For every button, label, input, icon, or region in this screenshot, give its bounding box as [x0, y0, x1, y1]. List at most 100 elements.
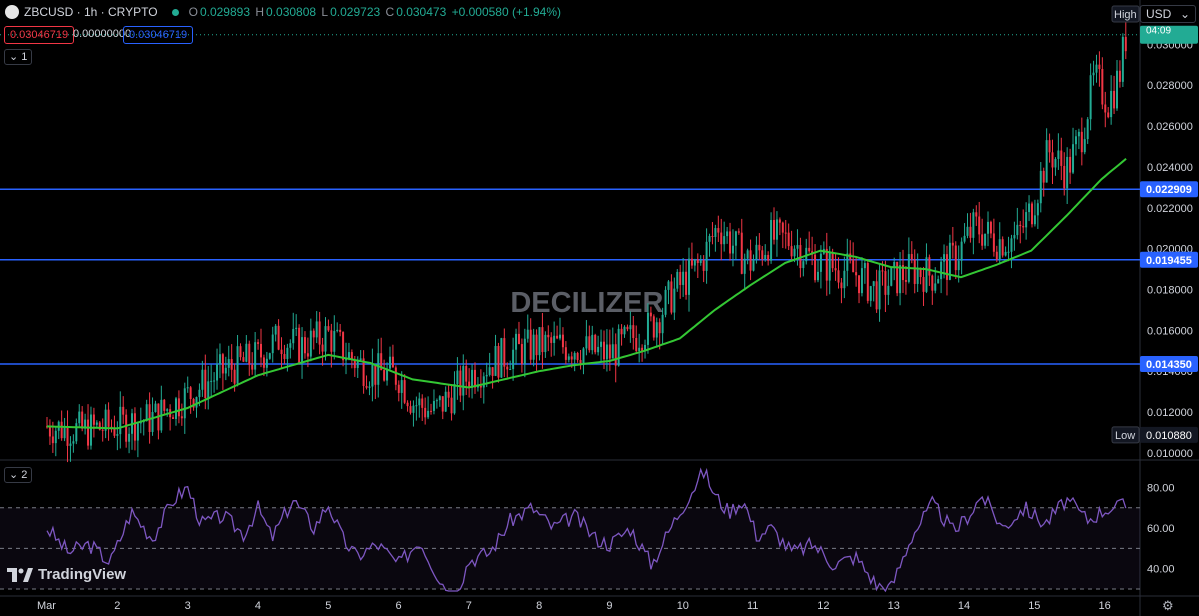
candle-body — [978, 216, 981, 235]
candle-body — [1042, 170, 1045, 183]
candle-body — [740, 232, 743, 274]
rsi-pane-toggle[interactable]: ⌄ 2 — [4, 467, 33, 483]
candle-body — [913, 259, 916, 284]
candle-body — [107, 409, 110, 427]
candle-body — [430, 410, 433, 412]
currency-selector[interactable]: USD ⌄ — [1140, 5, 1196, 23]
candle-body — [315, 321, 318, 338]
candle-body — [943, 254, 946, 262]
symbol-label[interactable]: ZBCUSD · 1h · CRYPTO — [24, 5, 158, 19]
candle-body — [136, 423, 139, 441]
candle-body — [855, 272, 858, 276]
candle-body — [298, 327, 301, 363]
candle-body — [670, 281, 673, 313]
chevron-down-icon: ⌄ — [1179, 7, 1190, 21]
candle-body — [359, 358, 362, 360]
candle-body — [992, 233, 995, 252]
candle-body — [840, 282, 843, 289]
candle-body — [494, 345, 497, 376]
candle-body — [948, 242, 951, 280]
candle-body — [520, 344, 523, 365]
candle-body — [116, 434, 119, 436]
candle-body — [1116, 70, 1119, 109]
candle-body — [177, 398, 180, 417]
candle-body — [330, 330, 333, 352]
candle-body — [717, 228, 720, 233]
chevron-down-icon: ⌄ — [9, 51, 19, 63]
candle-body — [394, 367, 397, 385]
time-axis-tick: 11 — [747, 600, 758, 612]
level-price-label: 0.014350 — [1146, 359, 1192, 371]
time-axis-tick: 8 — [536, 600, 542, 612]
candle-body — [347, 352, 350, 360]
main-pane-toggle[interactable]: ⌄ 1 — [4, 49, 33, 65]
candle-body — [726, 231, 729, 237]
candle-body — [336, 329, 339, 332]
time-axis-tick: 15 — [1028, 600, 1040, 612]
candle-body — [289, 343, 292, 348]
settings-gear-icon[interactable]: ⚙ — [1162, 598, 1174, 613]
candle-body — [629, 325, 632, 330]
candle-body — [95, 422, 98, 425]
candle-body — [881, 270, 884, 272]
candle-body — [509, 369, 512, 371]
buy-price-box[interactable]: 0.03046719 — [123, 26, 194, 44]
candle-body — [324, 326, 327, 352]
candle-body — [987, 221, 990, 234]
candle-body — [503, 338, 506, 367]
change-value: +0.000580 (+1.94%) — [451, 5, 562, 19]
candle-body — [529, 329, 532, 360]
candle-body — [632, 325, 635, 338]
candle-body — [1016, 224, 1019, 236]
candle-body — [661, 314, 664, 334]
candle-body — [374, 364, 377, 385]
candle-body — [802, 261, 805, 269]
candle-body — [353, 360, 356, 369]
candle-body — [242, 357, 245, 362]
candle-body — [60, 421, 63, 439]
low-price-label: 0.010880 — [1146, 430, 1192, 442]
candle-body — [345, 359, 348, 361]
candle-body — [579, 360, 582, 364]
candle-body — [846, 253, 849, 271]
candle-body — [89, 414, 92, 446]
candle-body — [658, 322, 661, 334]
candle-body — [755, 244, 758, 260]
high-label: H — [255, 5, 265, 19]
candle-body — [623, 326, 626, 335]
candle-body — [421, 398, 424, 408]
high-tag-box — [1111, 5, 1140, 23]
candle-body — [559, 334, 562, 339]
candle-body — [1083, 139, 1086, 153]
candle-body — [236, 346, 239, 384]
tradingview-logo[interactable]: TradingView — [7, 566, 126, 583]
candle-body — [617, 328, 620, 366]
candle-body — [277, 325, 280, 350]
candle-body — [306, 353, 309, 357]
candle-body — [81, 411, 84, 429]
candle-body — [195, 397, 198, 408]
candle-body — [567, 356, 570, 360]
candle-body — [1045, 140, 1048, 183]
candle-body — [729, 231, 732, 254]
candle-body — [626, 326, 629, 330]
candle-body — [951, 242, 954, 246]
sell-price-box[interactable]: 0.03046719 — [4, 26, 75, 44]
candle-body — [517, 333, 520, 345]
candle-body — [286, 347, 289, 359]
candle-body — [685, 271, 688, 295]
candle-body — [746, 250, 749, 259]
rsi-axis-tick: 60.00 — [1147, 523, 1175, 535]
low-label: L — [321, 5, 329, 19]
candle-body — [468, 381, 471, 388]
candle-body — [523, 338, 526, 365]
candle-body — [775, 219, 778, 240]
candle-body — [268, 353, 271, 359]
candle-body — [119, 406, 122, 435]
candle-body — [54, 430, 57, 444]
candle-body — [866, 263, 869, 301]
candle-body — [292, 328, 295, 344]
candle-body — [902, 265, 905, 281]
candle-body — [380, 353, 383, 371]
